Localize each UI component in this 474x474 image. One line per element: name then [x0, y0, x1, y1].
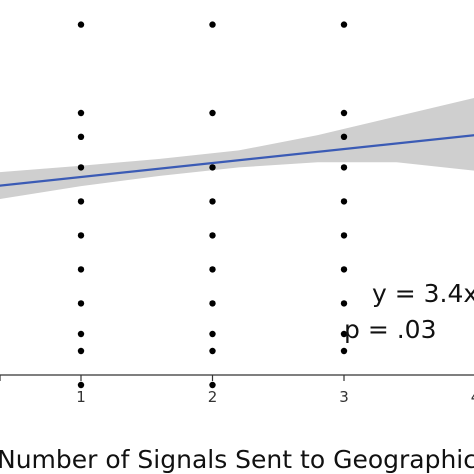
x-tick-label: 2: [208, 388, 218, 406]
regression-line: [0, 134, 474, 187]
x-axis-ticks: 1 2 3 4: [0, 375, 474, 406]
data-point: [340, 109, 348, 117]
data-point: [209, 109, 216, 117]
data-point: [77, 347, 85, 355]
x-tick-label: 4: [471, 388, 474, 406]
data-point: [340, 133, 348, 140]
data-point: [340, 347, 348, 355]
data-point: [77, 381, 85, 389]
data-point: [77, 330, 85, 338]
data-point: [77, 198, 85, 205]
data-point: [209, 198, 216, 205]
data-point: [77, 133, 85, 140]
x-tick-label: 3: [339, 388, 349, 406]
data-point: [340, 330, 348, 338]
data-point: [77, 232, 85, 239]
x-axis-title: Number of Signals Sent to Geographic Co: [0, 445, 474, 474]
data-point: [77, 300, 85, 307]
data-point: [340, 164, 348, 171]
data-point: [340, 198, 348, 205]
data-point: [209, 232, 216, 239]
data-point: [209, 21, 216, 28]
data-point: [209, 381, 216, 389]
x-tick-label: 1: [76, 388, 86, 406]
data-point: [209, 347, 216, 355]
data-points: [77, 21, 348, 389]
confidence-band: [0, 98, 474, 199]
data-point: [77, 109, 85, 117]
data-point: [209, 164, 216, 171]
data-point: [77, 266, 85, 273]
data-point: [209, 266, 216, 273]
p-value-annotation: p = .03: [344, 315, 436, 344]
data-point: [209, 300, 216, 307]
data-point: [77, 21, 85, 28]
data-point: [209, 330, 216, 338]
data-point: [340, 300, 348, 307]
chart-annotations: y = 3.4x p = .03: [344, 279, 474, 344]
equation-annotation: y = 3.4x: [372, 279, 474, 308]
data-point: [340, 232, 348, 239]
data-point: [77, 164, 85, 171]
data-point: [340, 266, 348, 273]
data-point: [340, 21, 348, 28]
